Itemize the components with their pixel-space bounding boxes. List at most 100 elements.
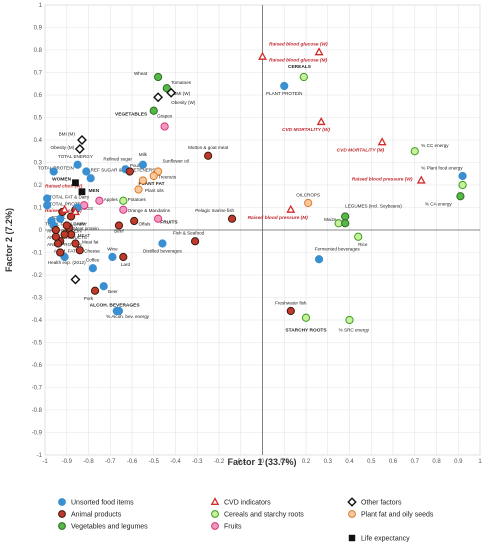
legend-label: Fruits	[224, 524, 242, 531]
point-label: Maize	[324, 217, 337, 222]
point-label: Obesity (W)	[171, 100, 196, 105]
point-label: FRUITS	[160, 219, 178, 225]
animal-point	[56, 248, 65, 257]
y-tick-label: -1	[37, 453, 43, 459]
point-label: Fish & Seafood	[173, 231, 205, 236]
legend-label: Animal products	[71, 512, 122, 519]
cereal-point	[119, 196, 128, 205]
point-label: Refined sugar	[103, 156, 132, 161]
point-label: Meat protein	[73, 226, 99, 231]
point-label: DAIRY	[73, 222, 87, 227]
unsorted-point	[49, 167, 58, 176]
other-point	[77, 135, 87, 145]
point-label: Meat fat	[82, 240, 99, 245]
point-label: Cheese	[84, 249, 100, 254]
point-label: OILCROPS	[296, 192, 320, 197]
unsorted-point	[108, 252, 117, 262]
cereal-point	[299, 72, 308, 82]
cvd-point	[70, 206, 80, 216]
other-point	[70, 274, 81, 285]
point-label: Fermented beverages	[315, 246, 361, 251]
animal-point	[227, 214, 237, 223]
unsorted-point	[43, 194, 52, 203]
y-tick-label: -0.3	[32, 296, 43, 302]
x-tick-label: 0.3	[324, 459, 333, 465]
animal-point	[119, 252, 128, 262]
point-label: Beer	[108, 289, 118, 294]
legend-marker	[210, 497, 220, 505]
x-tick-label: -1	[42, 459, 48, 465]
point-label: % CA energy	[425, 201, 453, 206]
legend-marker	[58, 498, 66, 506]
point-label: TOTAL PROTEIN	[38, 165, 74, 170]
x-tick-label: -0.9	[62, 459, 73, 465]
y-tick-label: 0.1	[34, 206, 43, 212]
cereal-point	[301, 313, 311, 322]
unsorted-point	[158, 239, 167, 248]
point-label: Lard	[121, 262, 131, 267]
y-tick-label: -0.6	[32, 363, 43, 369]
animal-point	[125, 167, 134, 176]
point-label: Beef	[114, 228, 124, 233]
unsorted-point	[99, 282, 108, 291]
x-tick-label: -0.1	[236, 459, 247, 465]
animal-point	[62, 221, 71, 230]
unsorted-point	[88, 264, 97, 273]
data-points	[43, 47, 467, 325]
y-tick-label: -0.2	[32, 273, 43, 279]
x-tick-label: 0.6	[389, 459, 398, 465]
cvd-point	[416, 175, 426, 184]
point-label: CEREALS	[288, 64, 312, 70]
legend-marker	[347, 497, 357, 507]
x-tick-label: 0.7	[411, 459, 420, 465]
unsorted-point	[280, 81, 289, 91]
point-label: BMI (M)	[59, 132, 76, 137]
x-tick-label: -0.5	[149, 459, 160, 465]
point-label: WOMEN	[52, 177, 71, 183]
point-label: TOTAL ENERGY	[58, 154, 93, 159]
legend: Unsorted food items CVD indicators Other f…	[58, 497, 434, 543]
point-label: Coffee	[86, 258, 100, 263]
fruit-point	[160, 122, 169, 131]
point-label: Mutton & goat meat	[188, 145, 229, 150]
unsorted-point	[138, 160, 147, 169]
point-label: Wine	[107, 246, 118, 251]
point-label: Sunflower oil	[162, 159, 188, 164]
animal-point	[286, 306, 295, 316]
y-tick-label: 0.4	[34, 138, 43, 144]
plantfat-point	[138, 176, 147, 185]
x-tick-label: -0.8	[83, 459, 94, 465]
point-label: Rice	[358, 242, 368, 247]
plantfat-point	[134, 185, 143, 194]
other-point	[166, 87, 177, 98]
y-tick-label: -0.9	[32, 431, 43, 437]
plantfat-point	[304, 198, 313, 208]
point-label: % SRC energy	[339, 327, 370, 332]
animal-point	[90, 286, 100, 295]
life-point	[72, 179, 79, 187]
point-label: Raised blood pressure (M)	[248, 215, 309, 221]
point-label: Pork	[84, 296, 94, 301]
y-axis-title: Factor 2 (7.2%)	[4, 208, 14, 272]
y-tick-label: 0.5	[34, 116, 43, 122]
veg-point	[154, 72, 163, 82]
point-label: VEGETABLES	[115, 111, 148, 117]
point-label: Raised blood glucose (W)	[269, 42, 328, 48]
animal-point	[60, 230, 69, 239]
cvd-point	[316, 116, 326, 126]
y-tick-label: 0.3	[34, 161, 43, 167]
veg-point	[162, 84, 171, 93]
veg-point	[341, 212, 350, 221]
cereal-point	[458, 180, 467, 190]
point-label: ANIM. PROTEIN	[47, 242, 81, 247]
point-label: Health exp. (2012)	[48, 260, 86, 265]
point-label: ALCOH. BEVERAGES	[90, 303, 141, 309]
y-tick-label: -0.4	[32, 318, 43, 324]
x-tick-label: 0.4	[345, 459, 354, 465]
fruit-point	[95, 196, 104, 205]
y-tick-label: -0.7	[32, 386, 43, 392]
point-label: CVD MORTALITY (W)	[282, 127, 330, 133]
x-tick-label: 0.2	[302, 459, 311, 465]
veg-point	[341, 219, 350, 228]
x-tick-label: 0	[261, 459, 265, 465]
